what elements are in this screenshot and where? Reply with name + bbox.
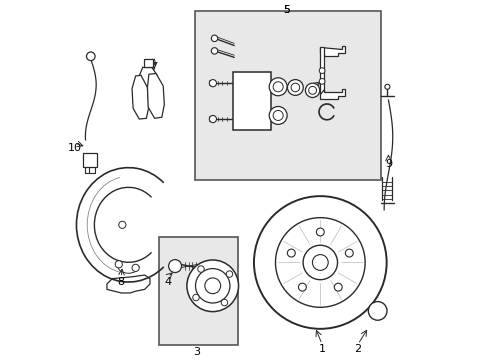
Circle shape <box>319 68 325 73</box>
Circle shape <box>87 52 95 60</box>
Circle shape <box>221 299 228 306</box>
Text: 8: 8 <box>118 277 125 287</box>
Circle shape <box>119 221 126 228</box>
Circle shape <box>198 266 204 272</box>
Circle shape <box>345 249 353 257</box>
Circle shape <box>273 111 283 121</box>
Bar <box>159 237 238 345</box>
Circle shape <box>288 80 303 95</box>
Circle shape <box>211 48 218 54</box>
Circle shape <box>368 302 387 320</box>
Circle shape <box>291 83 300 92</box>
Text: 5: 5 <box>283 5 290 15</box>
Circle shape <box>313 255 328 270</box>
Circle shape <box>273 82 283 92</box>
Circle shape <box>269 78 287 96</box>
Circle shape <box>132 264 139 271</box>
Circle shape <box>209 116 217 123</box>
Text: 10: 10 <box>68 143 82 153</box>
Circle shape <box>275 218 365 307</box>
Circle shape <box>226 271 233 277</box>
Bar <box>195 12 381 180</box>
Circle shape <box>254 196 387 329</box>
Circle shape <box>305 83 320 98</box>
Circle shape <box>193 294 199 301</box>
Polygon shape <box>320 89 345 99</box>
Text: 6: 6 <box>312 85 318 95</box>
Text: 9: 9 <box>385 159 392 169</box>
Polygon shape <box>132 75 149 119</box>
Text: 2: 2 <box>354 344 362 354</box>
Text: 3: 3 <box>193 347 200 357</box>
Text: 7: 7 <box>150 62 157 72</box>
Circle shape <box>269 107 287 125</box>
Bar <box>83 153 97 167</box>
Circle shape <box>334 283 342 291</box>
Circle shape <box>211 35 218 41</box>
Bar <box>144 59 153 67</box>
Circle shape <box>169 260 181 273</box>
Circle shape <box>319 78 325 84</box>
Circle shape <box>115 261 122 268</box>
Circle shape <box>298 283 306 291</box>
Polygon shape <box>147 73 164 118</box>
Circle shape <box>196 269 230 303</box>
Circle shape <box>309 86 317 94</box>
Text: 4: 4 <box>164 277 171 287</box>
Circle shape <box>385 84 390 89</box>
Circle shape <box>287 249 295 257</box>
Text: 1: 1 <box>318 344 325 354</box>
Circle shape <box>205 278 220 294</box>
Polygon shape <box>320 47 324 94</box>
Circle shape <box>303 245 338 280</box>
Text: 5: 5 <box>283 5 290 15</box>
Polygon shape <box>320 45 345 56</box>
Circle shape <box>317 228 324 236</box>
Bar <box>233 72 271 130</box>
Circle shape <box>209 80 217 87</box>
Circle shape <box>187 260 239 312</box>
